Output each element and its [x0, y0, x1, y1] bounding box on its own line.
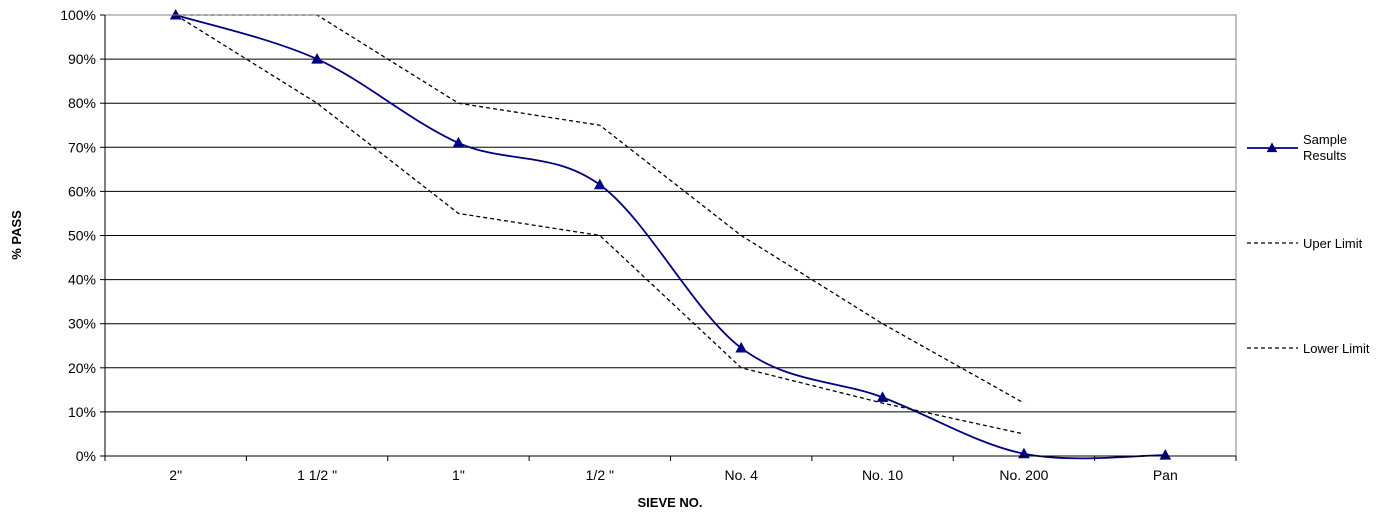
axes: 0% 10% 20% 30% 40% 50% 60% 70% 80% 90% 100% 2" 1 1/2… [60, 7, 1237, 483]
y-tick-label: 10% [68, 404, 96, 420]
legend-label: Lower Limit [1303, 341, 1370, 356]
legend-label-line: Uper Limit [1303, 236, 1363, 251]
legend-marker [1266, 142, 1278, 153]
series-layer [169, 8, 1172, 460]
series-point-sample-results [1159, 449, 1172, 460]
y-tick-label: 70% [68, 139, 96, 155]
legend-item-lower-limit: Lower Limit [1247, 341, 1370, 356]
y-tick-label: 60% [68, 183, 96, 199]
y-tick-label: 20% [68, 360, 96, 376]
series-point-sample-results [311, 53, 323, 64]
legend-label: Sample Results [1303, 132, 1347, 163]
legend-label-line: Results [1303, 148, 1347, 163]
y-tick-label: 50% [68, 228, 96, 244]
series-line-lower-limit [175, 14, 1025, 435]
series-line-sample-results [175, 14, 1166, 460]
y-tick-label: 90% [68, 51, 96, 67]
y-axis-title: % PASS [9, 210, 24, 260]
x-tick-label: No. 200 [999, 467, 1048, 483]
grid [105, 14, 1236, 457]
legend: Sample Results Uper Limit Lower Limit [1247, 132, 1370, 356]
legend-label-line: Lower Limit [1303, 341, 1370, 356]
legend-label: Uper Limit [1303, 236, 1363, 251]
y-tick-label: 40% [68, 272, 96, 288]
legend-label-line: Sample [1303, 132, 1347, 147]
y-tick-label: 30% [68, 316, 96, 332]
x-tick-label: 1 1/2 " [297, 467, 337, 483]
x-tick-label: Pan [1153, 467, 1178, 483]
x-tick-label: 1/2 " [586, 467, 614, 483]
x-tick-label: No. 4 [724, 467, 758, 483]
series-line-uper-limit [175, 14, 1025, 404]
x-axis-title: SIEVE NO. [637, 495, 702, 510]
y-tick-label: 0% [76, 448, 96, 464]
y-tick-label: 80% [68, 95, 96, 111]
legend-item-uper-limit: Uper Limit [1247, 236, 1363, 251]
x-tick-label: 1" [452, 467, 465, 483]
legend-item-sample-results: Sample Results [1247, 132, 1347, 163]
series-point-sample-results [593, 178, 606, 190]
x-tick-label: 2" [169, 467, 182, 483]
y-tick-label: 100% [60, 7, 96, 23]
series-point-sample-results [735, 341, 748, 353]
x-tick-label: No. 10 [862, 467, 903, 483]
series-point-sample-results [452, 136, 465, 148]
series-point-sample-results [876, 391, 889, 402]
